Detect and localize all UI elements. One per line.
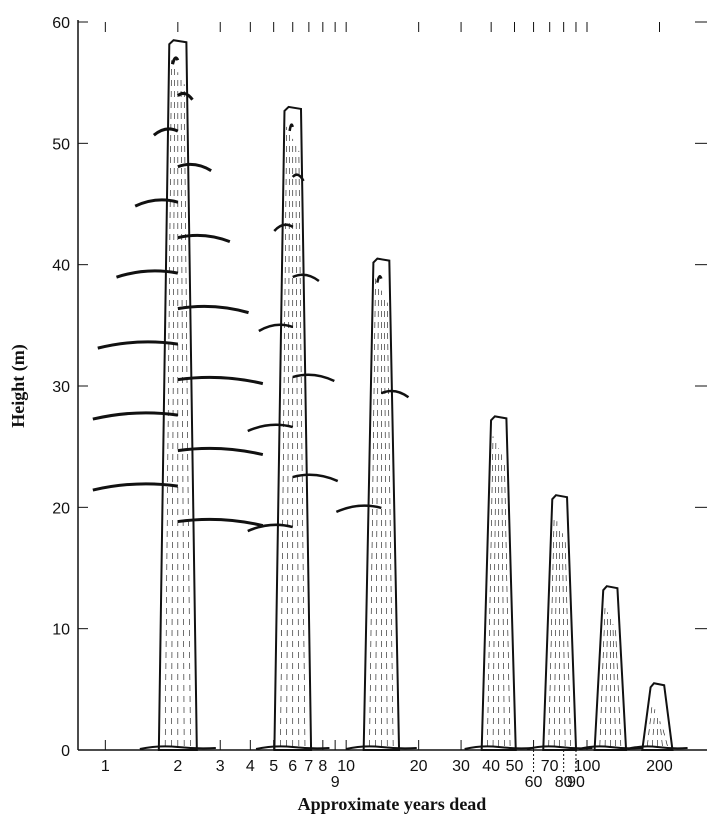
x-tick-label: 1 <box>101 758 110 775</box>
x-tick-label: 20 <box>410 758 428 775</box>
x-tick-label: 60 <box>525 774 543 791</box>
y-tick-label: 40 <box>52 258 70 275</box>
x-tick-label: 4 <box>246 758 255 775</box>
x-tick-label: 2 <box>173 758 182 775</box>
x-tick-label: 6 <box>288 758 297 775</box>
x-tick-label: 5 <box>269 758 278 775</box>
x-tick-label: 70 <box>541 758 559 775</box>
x-tick-label: 9 <box>331 774 340 791</box>
x-tick-label: 30 <box>452 758 470 775</box>
chart: Approximate years dead Height (m) 0 10 20 3… <box>0 0 707 821</box>
x-tick-label: 200 <box>646 758 673 775</box>
x-tick-label: 100 <box>574 758 601 775</box>
y-tick-label: 10 <box>52 622 70 639</box>
x-tick-label: 10 <box>337 758 355 775</box>
x-tick-label: 7 <box>304 758 313 775</box>
x-tick-label: 40 <box>482 758 500 775</box>
y-tick-label: 50 <box>52 136 70 153</box>
y-tick-label: 30 <box>52 379 70 396</box>
y-tick-label: 0 <box>61 743 70 760</box>
x-tick-label: 90 <box>567 774 585 791</box>
y-tick-label: 60 <box>52 15 70 32</box>
x-tick-label: 8 <box>318 758 327 775</box>
y-axis-title: Height (m) <box>8 344 29 427</box>
snag-trunk <box>642 683 672 750</box>
x-axis-title: Approximate years dead <box>298 794 487 814</box>
x-tick-label: 3 <box>216 758 225 775</box>
x-tick-label: 50 <box>506 758 524 775</box>
y-tick-label: 20 <box>52 500 70 517</box>
